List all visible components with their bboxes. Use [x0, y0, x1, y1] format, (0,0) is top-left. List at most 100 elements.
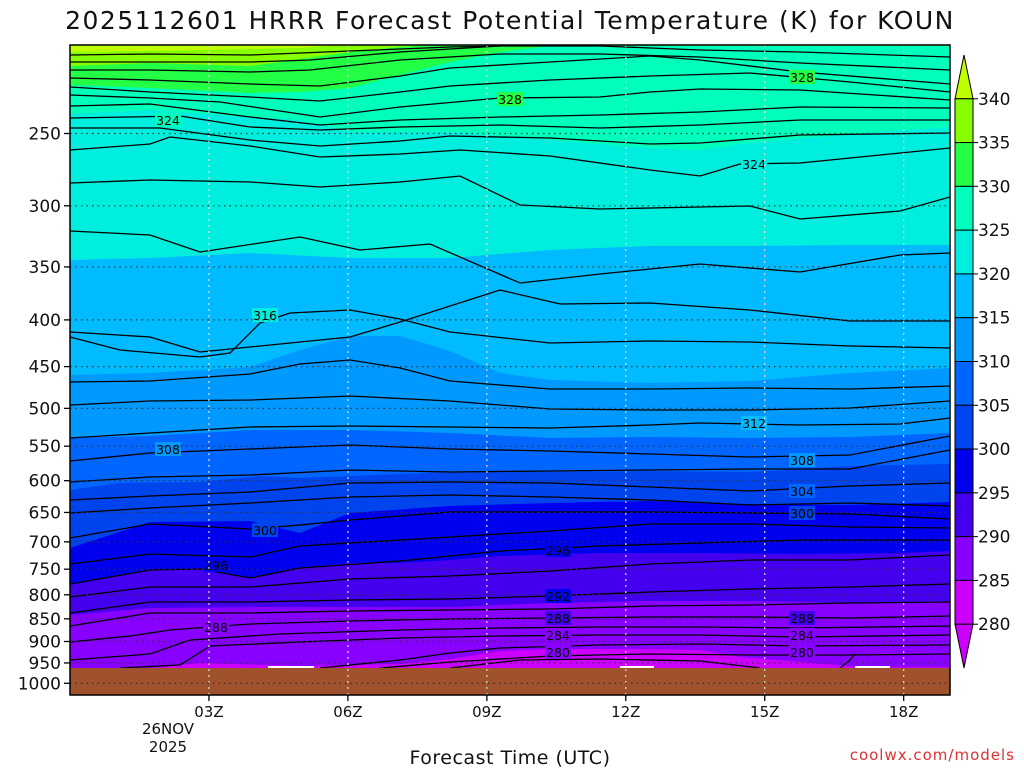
- contour-label: 328: [790, 70, 814, 85]
- plot-frame: [69, 44, 951, 696]
- contour-line: [70, 175, 950, 220]
- y-tick-label: 350: [29, 258, 61, 278]
- colorbar-label: 315: [978, 309, 1010, 329]
- x-axis-label: Forecast Time (UTC): [410, 747, 611, 768]
- y-tick-label: 600: [29, 472, 61, 492]
- colorbar-swatch: [954, 579, 974, 625]
- colorbar-label: 320: [978, 265, 1010, 285]
- colorbar-label: 325: [978, 221, 1010, 241]
- colorbar-swatch: [954, 536, 974, 581]
- y-tick-label: 850: [29, 610, 61, 630]
- colorbar-swatch: [954, 492, 974, 538]
- contour-line: [70, 45, 501, 56]
- contour-line: [70, 72, 950, 102]
- x-tick-label: 09Z: [472, 703, 501, 721]
- contour-label: 292: [546, 589, 570, 604]
- colorbar-label: 295: [978, 484, 1010, 504]
- y-tick-label: 400: [29, 311, 61, 331]
- x-date-line2: 2025: [149, 738, 187, 756]
- colorbar-swatch: [954, 273, 974, 319]
- x-tick-label: 06Z: [333, 703, 362, 721]
- contour-line: [70, 136, 950, 177]
- contour-line: [379, 653, 950, 669]
- contour-line: [70, 395, 950, 411]
- contour-label: 296: [546, 543, 570, 558]
- contour-line: [70, 625, 950, 661]
- colorbar-swatch: [954, 361, 974, 406]
- colorbar-label: 300: [978, 440, 1010, 460]
- contour-label: 304: [790, 484, 814, 499]
- y-tick-label: 700: [29, 533, 61, 553]
- contour-label: 280: [790, 645, 814, 660]
- contour-label: 328: [498, 92, 522, 107]
- contour-line: [70, 289, 950, 353]
- contour-label: 288: [204, 620, 228, 635]
- colorbar-swatch: [954, 54, 974, 100]
- y-tick-label: 950: [29, 654, 61, 674]
- contour-line: [70, 494, 950, 514]
- contour-line: [70, 554, 950, 598]
- x-date-line1: 26NOV: [142, 720, 195, 738]
- ground: [70, 668, 950, 695]
- y-tick-label: 450: [29, 358, 61, 378]
- x-axis: 03Z 06Z 09Z 12Z 15Z 18Z: [194, 695, 918, 721]
- contour-line: [70, 601, 950, 627]
- colorbar-label: 340: [978, 90, 1010, 110]
- y-tick-label: 300: [29, 197, 61, 217]
- colorbar-swatch: [954, 142, 974, 187]
- contour-line: [70, 55, 950, 87]
- credit-text: coolwx.com/models: [850, 746, 1015, 764]
- colorbar-swatch: [954, 229, 974, 275]
- contour-label: 300: [253, 523, 277, 538]
- colorbar-label: 285: [978, 571, 1010, 591]
- contour-line: [119, 634, 950, 669]
- colorbar-label: 330: [978, 177, 1010, 197]
- contour-label: 280: [546, 645, 570, 660]
- colorbar-swatch: [954, 185, 974, 231]
- contour-label: 312: [742, 416, 766, 431]
- y-tick-label: 650: [29, 503, 61, 523]
- colorbar-label: 305: [978, 396, 1010, 416]
- y-tick-label: 750: [29, 560, 61, 580]
- plot-area: 328 328 324 324 316 312 308 308 304 300 …: [70, 45, 950, 695]
- colorbar-swatch: [954, 98, 974, 144]
- contour-labels: 328 328 324 324 316 312 308 308 304 300 …: [155, 70, 815, 660]
- y-tick-label: 1000: [18, 674, 61, 694]
- contour-line: [70, 539, 950, 585]
- y-tick-label: 500: [29, 399, 61, 419]
- fill-band-340: [70, 45, 340, 52]
- contour-label: 324: [742, 157, 766, 172]
- contour-line: [70, 309, 950, 358]
- contour-label: 308: [790, 453, 814, 468]
- contour-line: [70, 103, 950, 126]
- contour-line: [70, 230, 950, 284]
- y-tick-label: 800: [29, 586, 61, 606]
- contour-line: [70, 45, 950, 63]
- y-tick-label: 250: [29, 124, 61, 144]
- contour-line: [839, 653, 856, 669]
- colorbar: 340 335 330 325 320 315 310 305 300 295 290 285 280: [954, 54, 1010, 669]
- colorbar-label: 310: [978, 353, 1010, 373]
- y-tick-label: 550: [29, 437, 61, 457]
- colorbar-swatch: [954, 448, 974, 494]
- chart-title: 2025112601 HRRR Forecast Potential Tempe…: [65, 6, 955, 35]
- contour-line: [70, 127, 950, 147]
- contour-line: [70, 359, 950, 390]
- contour-label: 288: [546, 611, 570, 626]
- colorbar-label: 290: [978, 528, 1010, 548]
- x-tick-label: 18Z: [889, 703, 918, 721]
- vertical-gridlines: [208, 45, 905, 695]
- x-tick-label: 12Z: [611, 703, 640, 721]
- contour-label: 300: [790, 506, 814, 521]
- contour-line: [70, 523, 950, 565]
- colorbar-swatch: [954, 404, 974, 450]
- colorbar-swatch: [954, 317, 974, 363]
- y-tick-label: 900: [29, 632, 61, 652]
- contour-line: [70, 583, 950, 614]
- contour-label: 284: [546, 628, 570, 643]
- y-axis: 2503003504004505005506006507007508008509…: [18, 124, 70, 694]
- contour-line: [70, 417, 950, 439]
- horizontal-gridlines: [70, 132, 950, 684]
- colorbar-label: 280: [978, 615, 1010, 635]
